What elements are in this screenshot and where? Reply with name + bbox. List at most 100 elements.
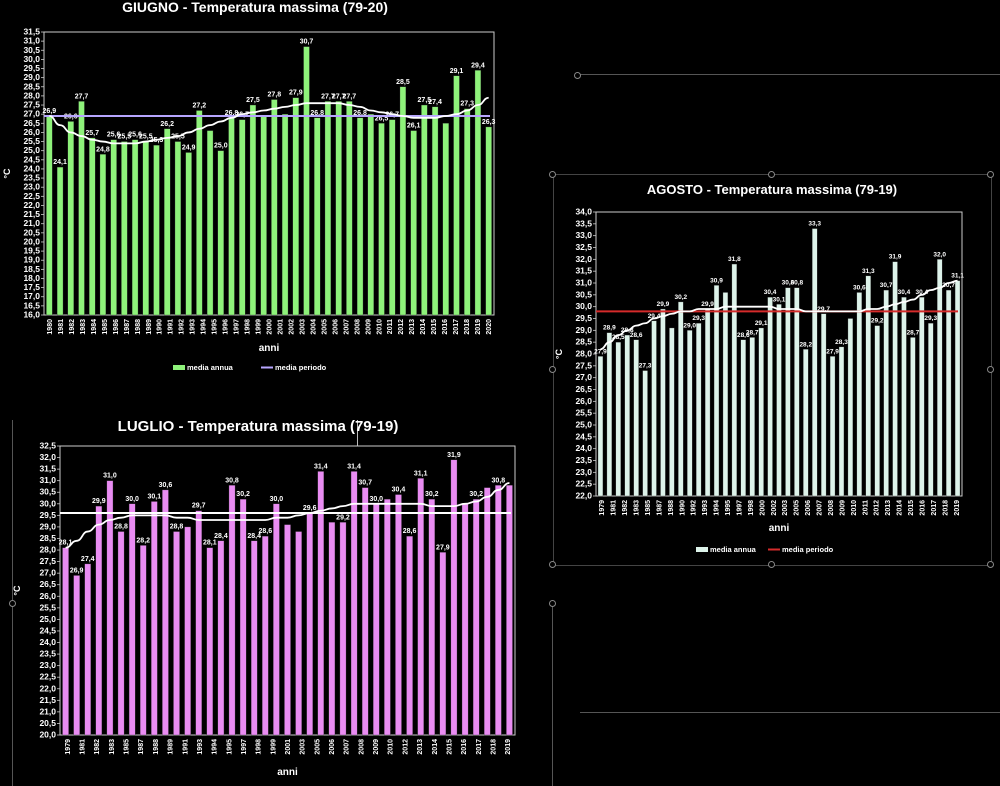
luglio-x-tick-label: 2009: [373, 739, 380, 755]
giugno-x-tick-label: 2012: [398, 319, 405, 335]
giugno-x-tick-label: 2005: [321, 319, 328, 335]
agosto-y-tick-label: 27,0: [575, 372, 592, 382]
giugno-x-tick-label: 1984: [91, 319, 98, 335]
luglio-y-tick-label: 24,0: [39, 637, 56, 647]
giugno-x-tick-label: 1999: [256, 319, 263, 335]
selection-handle[interactable]: [549, 600, 556, 607]
selection-handle[interactable]: [987, 171, 994, 178]
selection-handle[interactable]: [987, 366, 994, 373]
giugno-y-tick-label: 31,5: [23, 27, 40, 37]
agosto-data-label: 29,1: [755, 320, 768, 327]
giugno-y-tick-label: 23,0: [23, 182, 40, 192]
luglio-data-label: 31,1: [414, 470, 428, 477]
agosto-data-label: 28,2: [799, 341, 812, 348]
agosto-legend-label-period: media periodo: [782, 545, 834, 554]
selection-handle[interactable]: [549, 366, 556, 373]
giugno-bar: [389, 119, 396, 316]
agosto-bar: [954, 280, 961, 497]
luglio-bar: [117, 531, 125, 736]
luglio-data-label: 28,6: [403, 528, 417, 535]
agosto-y-tick-label: 30,5: [575, 289, 592, 299]
selection-handle[interactable]: [549, 171, 556, 178]
agosto-data-label: 30,1: [773, 296, 786, 303]
giugno-bar: [206, 130, 214, 316]
giugno-bar: [453, 75, 460, 316]
giugno-data-label: 25,5: [171, 134, 185, 141]
luglio-bar: [73, 575, 80, 736]
luglio-bar: [506, 485, 513, 736]
luglio-x-axis-label: anni: [277, 767, 298, 778]
luglio-y-tick-label: 29,5: [39, 510, 56, 520]
agosto-x-tick-label: 1979: [599, 500, 606, 516]
giugno-bar: [346, 101, 353, 316]
luglio-data-label: 31,4: [347, 463, 361, 470]
luglio-bar: [106, 480, 114, 736]
giugno-x-tick-label: 1994: [201, 319, 208, 335]
giugno-bar: [431, 106, 439, 316]
luglio-x-tick-label: 1989: [168, 739, 175, 755]
selection-handle[interactable]: [574, 72, 581, 79]
agosto-bar: [865, 275, 871, 497]
giugno-data-label: 26,2: [160, 121, 174, 128]
luglio-bar: [384, 499, 391, 736]
agosto-bar: [937, 259, 943, 497]
luglio-y-tick-label: 28,5: [39, 533, 56, 543]
giugno-x-tick-label: 2002: [288, 319, 295, 335]
giugno-data-label: 27,9: [289, 90, 303, 97]
agosto-bar: [696, 323, 702, 497]
giugno-x-tick-label: 1998: [245, 319, 252, 335]
luglio-x-tick-label: 1983: [109, 739, 116, 755]
selection-handle[interactable]: [9, 600, 16, 607]
giugno-data-label: 25,3: [150, 137, 164, 144]
luglio-y-tick-label: 25,0: [39, 614, 56, 624]
agosto-bar: [767, 297, 773, 497]
agosto-x-tick-label: 2003: [782, 500, 789, 516]
giugno-bar: [164, 128, 171, 316]
giugno-x-tick-label: 1985: [102, 319, 109, 335]
agosto-data-label: 30,7: [880, 282, 893, 289]
giugno-y-tick-label: 29,0: [23, 72, 40, 82]
agosto-legend-label-annual: media annua: [710, 545, 757, 554]
agosto-bar: [776, 304, 782, 497]
agosto-data-label: 28,9: [603, 325, 616, 332]
selection-handle[interactable]: [768, 171, 775, 178]
giugno-x-tick-label: 2004: [310, 319, 317, 335]
luglio-x-tick-label: 2014: [432, 739, 439, 755]
agosto-x-tick-label: 1995: [725, 500, 732, 516]
giugno-x-tick-label: 1990: [157, 319, 164, 335]
giugno-y-tick-label: 26,5: [23, 118, 40, 128]
agosto-bar: [651, 320, 657, 497]
giugno-bar: [121, 141, 128, 316]
luglio-bar: [395, 494, 402, 736]
agosto-data-label: 28,6: [630, 332, 643, 339]
luglio-x-tick-label: 1985: [124, 739, 131, 755]
giugno-y-tick-label: 24,0: [23, 163, 40, 173]
agosto-data-label: 31,3: [862, 268, 875, 275]
luglio-data-label: 28,6: [258, 528, 272, 535]
luglio-y-tick-label: 28,0: [39, 545, 56, 555]
luglio-y-tick-label: 20,5: [39, 718, 56, 728]
luglio-bar: [284, 524, 291, 736]
luglio-data-label: 30,2: [469, 491, 483, 498]
giugno-bar: [474, 70, 482, 316]
agosto-data-label: 29,2: [871, 318, 884, 325]
luglio-y-tick-label: 30,5: [39, 487, 56, 497]
selection-handle[interactable]: [549, 561, 556, 568]
luglio-y-tick-label: 29,0: [39, 521, 56, 531]
agosto-bar: [722, 292, 729, 497]
luglio-x-tick-label: 2013: [417, 739, 424, 755]
agosto-y-tick-label: 22,5: [575, 479, 592, 489]
agosto-legend-swatch-annual: [696, 547, 708, 552]
agosto-y-tick-label: 32,0: [575, 254, 592, 264]
agosto-chart-title: AGOSTO - Temperatura massima (79-19): [646, 182, 898, 197]
luglio-data-label: 28,1: [59, 540, 73, 547]
luglio-x-tick-label: 1999: [270, 739, 277, 755]
luglio-bar: [84, 563, 91, 736]
luglio-data-label: 30,6: [159, 482, 173, 489]
selection-handle[interactable]: [987, 561, 994, 568]
agosto-x-tick-label: 2016: [919, 500, 926, 516]
selection-handle[interactable]: [768, 561, 775, 568]
luglio-bar: [262, 536, 269, 736]
agosto-data-label: 29,3: [924, 315, 937, 322]
luglio-bar: [361, 487, 369, 736]
